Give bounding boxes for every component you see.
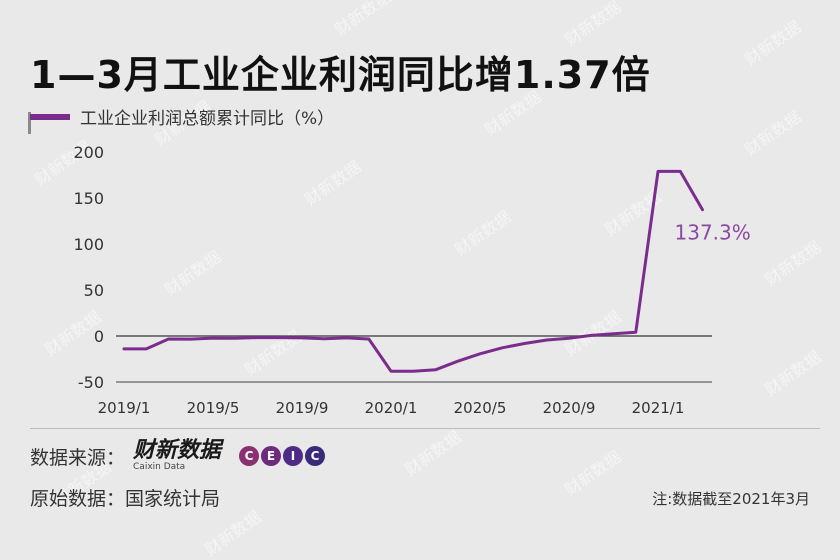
y-tick-label: 0 xyxy=(94,327,104,346)
ceic-logo-letter: E xyxy=(261,446,282,466)
x-tick-label: 2020/1 xyxy=(365,399,418,417)
y-tick-label: 100 xyxy=(73,235,104,254)
last-value-annotation: 137.3% xyxy=(675,221,751,245)
data-note: 注:数据截至2021年3月 xyxy=(652,490,810,508)
x-tick-label: 2019/9 xyxy=(276,399,329,417)
footer-divider xyxy=(30,428,820,429)
x-tick-labels: 2019/1 2019/5 2019/9 2020/1 2020/5 2020/9 2021… xyxy=(98,399,685,417)
legend-swatch xyxy=(30,113,70,120)
watermark: 财新数据 xyxy=(561,447,625,500)
caixin-data-logo: 财新数据 Caixin Data xyxy=(133,438,222,473)
ceic-logo-letter: C xyxy=(305,446,326,466)
x-tick-label: 2021/1 xyxy=(632,399,685,417)
caixin-logo-en: Caixin Data xyxy=(133,462,186,472)
ceic-logo-letter: C xyxy=(239,446,260,466)
x-tick-label: 2019/1 xyxy=(98,399,151,417)
caixin-logo-cn: 财新数据 xyxy=(133,438,222,463)
ceic-logo-letter: I xyxy=(283,446,304,466)
x-tick-label: 2019/5 xyxy=(187,399,240,417)
y-tick-label: 150 xyxy=(73,189,104,208)
y-tick-label: 50 xyxy=(84,281,104,300)
source-label: 数据来源： xyxy=(30,446,126,469)
legend-divider xyxy=(28,112,31,134)
y-axis: 200 150 100 50 0 -50 xyxy=(73,143,712,392)
x-tick-label: 2020/5 xyxy=(454,399,507,417)
series-line xyxy=(122,169,704,373)
legend-label: 工业企业利润总额累计同比（%） xyxy=(80,109,335,129)
legend: 工业企业利润总额累计同比（%） xyxy=(30,104,334,129)
y-tick-label: -50 xyxy=(78,373,104,392)
series-layer xyxy=(122,169,704,373)
watermark: 财新数据 xyxy=(201,507,265,560)
x-tick-label: 2020/9 xyxy=(543,399,596,417)
chart-title: 1—3月工业企业利润同比增1.37倍 xyxy=(30,53,651,97)
y-tick-label: 200 xyxy=(73,143,104,162)
original-data-source: 原始数据：国家统计局 xyxy=(30,488,221,510)
line-chart: 200 150 100 50 0 -50 2019/1 2019/5 2019/9 2020/1… xyxy=(73,143,751,417)
watermark: 财新数据 xyxy=(401,427,465,480)
